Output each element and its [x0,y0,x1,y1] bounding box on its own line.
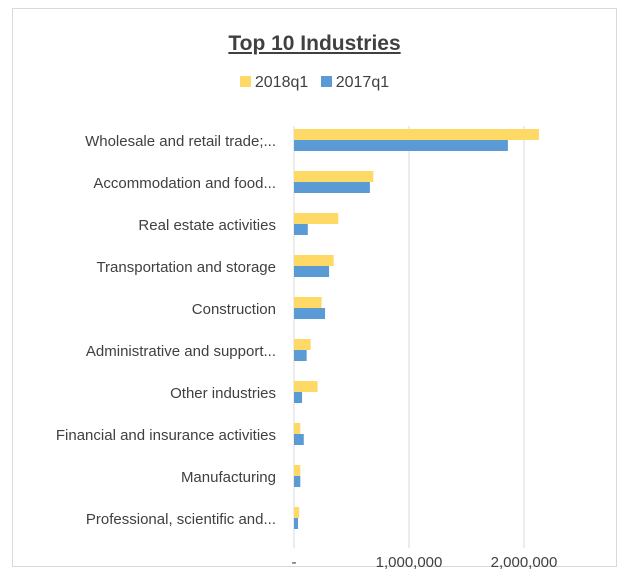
bar-2018q1-5 [294,339,311,350]
category-label-0: Wholesale and retail trade;... [85,133,276,150]
bar-2018q1-4 [294,297,322,308]
legend-item-2017q1: 2017q1 [320,74,390,92]
bar-2017q1-2 [294,224,308,235]
x-tick-label-0: - [292,554,297,571]
bar-2018q1-0 [294,129,539,140]
category-label-3: Transportation and storage [96,259,276,276]
category-label-1: Accommodation and food... [93,175,276,192]
bar-2017q1-8 [294,476,301,487]
bar-2018q1-7 [294,423,301,434]
category-label-2: Real estate activities [138,217,276,234]
legend-swatch-2018q1 [239,76,251,87]
bar-2017q1-1 [294,182,370,193]
category-label-9: Professional, scientific and... [86,511,276,528]
bar-2018q1-3 [294,255,334,266]
legend-swatch-2017q1 [320,76,332,87]
bar-2018q1-6 [294,381,318,392]
category-label-5: Administrative and support... [86,343,276,360]
category-label-6: Other industries [170,385,276,402]
bar-2017q1-0 [294,140,508,151]
bar-2018q1-9 [294,507,300,518]
x-tick-label-1: 1,000,000 [376,554,443,571]
category-label-8: Manufacturing [181,469,276,486]
bar-2018q1-1 [294,171,374,182]
chart-frame [12,8,617,567]
bar-2018q1-8 [294,465,301,476]
legend: 2018q1 2017q1 [0,74,629,92]
bar-2017q1-4 [294,308,326,319]
chart-title: Top 10 Industries [228,32,401,55]
bar-2017q1-6 [294,392,303,403]
legend-label-2018q1: 2018q1 [254,74,309,91]
bar-2017q1-7 [294,434,304,445]
bar-2017q1-5 [294,350,307,361]
bar-2018q1-2 [294,213,339,224]
category-label-7: Financial and insurance activities [56,427,276,444]
legend-item-2018q1: 2018q1 [239,74,309,92]
category-label-4: Construction [192,301,276,318]
x-tick-label-2: 2,000,000 [491,554,558,571]
bar-2017q1-9 [294,518,299,529]
bar-2017q1-3 [294,266,330,277]
legend-label-2017q1: 2017q1 [335,74,390,91]
